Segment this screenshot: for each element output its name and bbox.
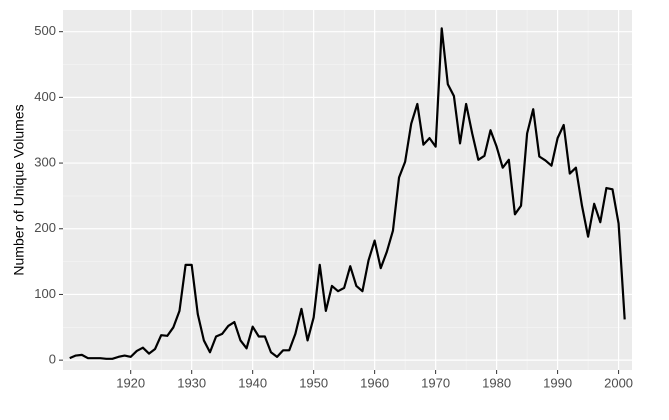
data-line [69,27,626,360]
x-tick-label: 1950 [299,375,328,390]
y-tick-label: 300 [34,155,56,170]
y-tick-label: 0 [49,352,56,367]
x-tick-label: 1920 [116,375,145,390]
x-tick-label: 2000 [604,375,633,390]
x-tick-label: 1930 [177,375,206,390]
x-tick-label: 1970 [421,375,450,390]
x-tick-label: 1940 [238,375,267,390]
y-axis-title: Number of Unique Volumes [11,104,27,275]
y-tick-label: 100 [34,286,56,301]
y-tick-label: 200 [34,220,56,235]
x-tick-label: 1990 [543,375,572,390]
y-tick-label: 400 [34,89,56,104]
x-tick-label: 1960 [360,375,389,390]
y-tick-label: 500 [34,23,56,38]
x-tick-label: 1980 [482,375,511,390]
plot-panel [63,10,632,370]
